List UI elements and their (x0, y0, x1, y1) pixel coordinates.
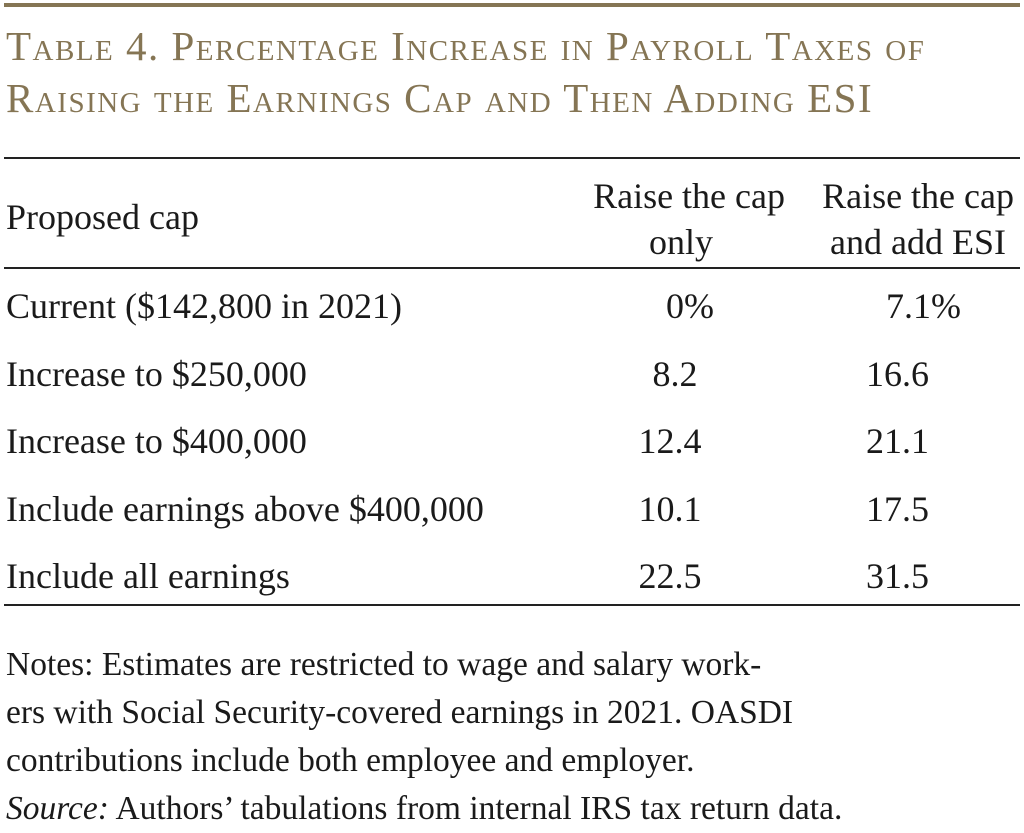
table-notes: Notes: Estimates are restricted to wage … (6, 641, 1016, 833)
table-bottom-rule (4, 604, 1020, 606)
table-row-value-cap-only: 22.5 (638, 556, 702, 596)
notes-line-2: ers with Social Security-covered earning… (6, 694, 794, 731)
table-row-value-cap-only: 12.4 (638, 421, 702, 461)
title-line-2: Raising the Earnings Cap and Then Adding… (6, 75, 874, 121)
header-raise-cap-only-line1: Raise the cap (593, 176, 785, 216)
table-row-label: Include earnings above $400,000 (6, 489, 484, 529)
notes-line-1: Notes: Estimates are restricted to wage … (6, 646, 762, 683)
notes-line-3: contributions include both employee and … (6, 742, 695, 779)
table-row-label: Include all earnings (6, 556, 290, 596)
title-line-1: Table 4. Percentage Increase in Payroll … (6, 23, 926, 69)
table-row-value-cap-esi: 7.1% (886, 286, 961, 326)
table-row-value-cap-only: 10.1 (638, 489, 702, 529)
table-row-value-cap-esi: 16.6 (866, 354, 929, 394)
header-raise-cap-only-line2: only (648, 222, 713, 262)
table-row-label: Increase to $400,000 (6, 421, 307, 461)
header-raise-cap-add-esi-line2: and add ESI (830, 222, 1006, 262)
table-row-label: Increase to $250,000 (6, 354, 307, 394)
header-raise-cap-add-esi-line1: Raise the cap (822, 176, 1014, 216)
table-row-value-cap-esi: 21.1 (866, 421, 929, 461)
header-proposed-cap: Proposed cap (6, 197, 199, 237)
header-bottom-rule (4, 267, 1020, 269)
source-line: Source: Authors’ tabulations from intern… (6, 785, 1016, 833)
header-raise-cap-add-esi: Raise the cap and add ESI (780, 173, 1014, 265)
top-accent-rule (4, 3, 1020, 7)
source-label: Source: (6, 790, 109, 827)
source-text: Authors’ tabulations from internal IRS t… (108, 790, 843, 827)
table-row-value-cap-only: 0% (666, 286, 714, 326)
table-row-value-cap-esi: 17.5 (866, 489, 929, 529)
header-raise-cap-only: Raise the cap only (540, 173, 785, 265)
table-row-label: Current ($142,800 in 2021) (6, 286, 402, 326)
table-row-value-cap-only: 8.2 (652, 354, 698, 394)
table-row-value-cap-esi: 31.5 (866, 556, 929, 596)
header-top-rule (4, 157, 1020, 159)
table-title: Table 4. Percentage Increase in Payroll … (6, 20, 1016, 124)
